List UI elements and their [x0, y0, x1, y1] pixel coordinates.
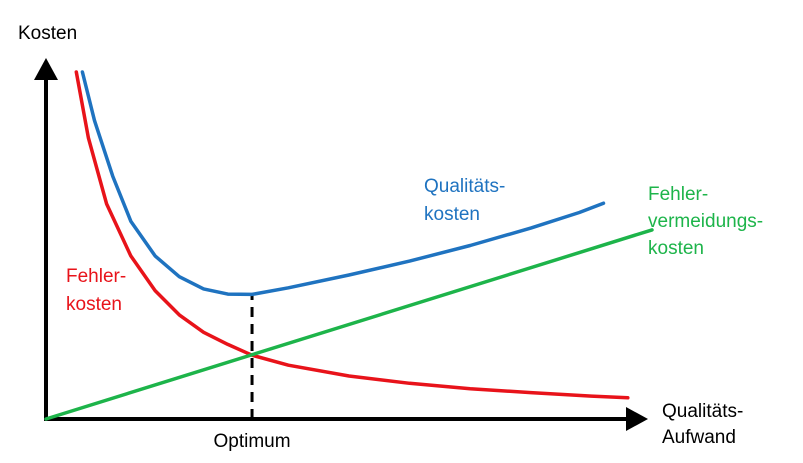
series-label-fehlerkosten: Fehler- kosten	[66, 266, 131, 315]
optimum-label: Optimum	[214, 431, 291, 452]
x-axis-label: Qualitäts- Aufwand	[662, 401, 749, 448]
y-axis-arrow-icon	[34, 58, 58, 80]
x-axis-arrow-icon	[626, 407, 648, 431]
y-axis-label: Kosten	[18, 23, 77, 44]
series-line-qualitaetskosten	[80, 70, 606, 297]
series-line-fehlervermeidungskosten	[44, 228, 654, 421]
series-label-fehlervermeidungskosten: Fehler- vermeidungs- kosten	[648, 184, 768, 259]
series-label-qualitaetskosten: Qualitäts- kosten	[424, 176, 511, 225]
series-line-fehlerkosten	[74, 70, 630, 400]
